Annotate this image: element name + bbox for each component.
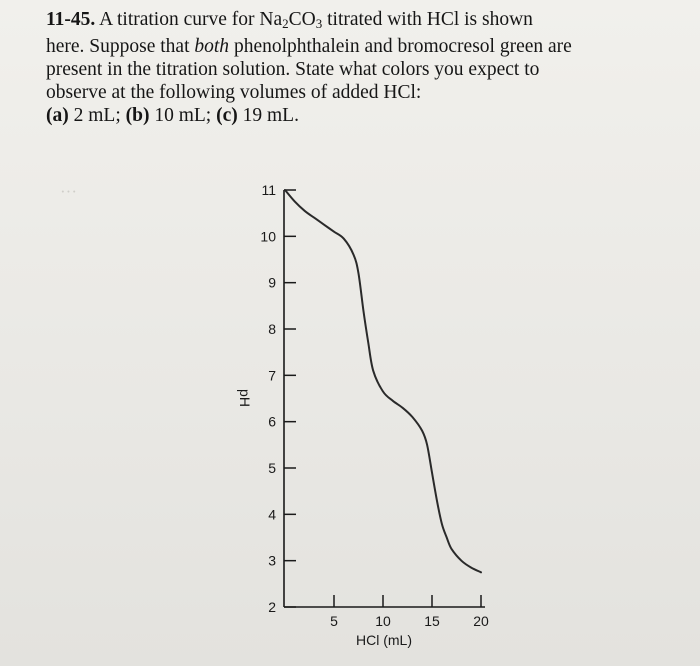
titration-curve-line bbox=[284, 189, 482, 574]
y-tick-label-9: 9 bbox=[268, 275, 276, 291]
x-tick-label-5: 5 bbox=[330, 613, 338, 629]
problem-11-45: 11-45. A titration curve for Na2CO3 titr… bbox=[46, 8, 658, 127]
y-tick-label-2: 2 bbox=[268, 599, 276, 615]
y-tick-label-10: 10 bbox=[260, 228, 276, 244]
part-a: 2 mL; bbox=[68, 105, 126, 126]
chart-series bbox=[284, 189, 482, 574]
y-tick-label-7: 7 bbox=[268, 367, 276, 383]
problem-number: 11-45. bbox=[46, 9, 96, 30]
problem-parts: (a) 2 mL; (b) 10 mL; (c) 19 mL. bbox=[46, 104, 658, 127]
y-tick-label-5: 5 bbox=[268, 460, 276, 476]
chart-ticks: 2 3 4 5 6 7 8 9 10 11 5 10 15 20 bbox=[260, 182, 489, 629]
problem-line-4: observe at the following volumes of adde… bbox=[46, 82, 422, 103]
y-tick-label-8: 8 bbox=[268, 321, 276, 337]
chart-axes bbox=[283, 190, 485, 608]
y-axis-label: pH bbox=[237, 389, 253, 407]
part-c-label: (c) bbox=[216, 105, 238, 126]
part-c: 19 mL. bbox=[237, 105, 299, 126]
y-tick-label-6: 6 bbox=[268, 414, 276, 430]
problem-line-2: here. Suppose that both phenolphthalein … bbox=[46, 36, 572, 57]
problem-line-3: present in the titration solution. State… bbox=[46, 59, 540, 80]
part-a-label: (a) bbox=[46, 105, 69, 126]
x-tick-label-20: 20 bbox=[473, 613, 489, 629]
y-tick-label-4: 4 bbox=[268, 506, 276, 522]
y-tick-label-11: 11 bbox=[261, 182, 276, 198]
part-b-label: (b) bbox=[125, 105, 150, 126]
x-axis-label: HCl (mL) bbox=[356, 632, 412, 648]
problem-line-1: 11-45. A titration curve for Na2CO3 titr… bbox=[46, 9, 533, 31]
bleed-through-text: ··· bbox=[60, 182, 77, 201]
x-tick-label-15: 15 bbox=[424, 613, 440, 629]
x-tick-label-10: 10 bbox=[375, 613, 391, 629]
y-tick-label-3: 3 bbox=[268, 553, 276, 569]
part-b: 10 mL; bbox=[149, 105, 217, 126]
